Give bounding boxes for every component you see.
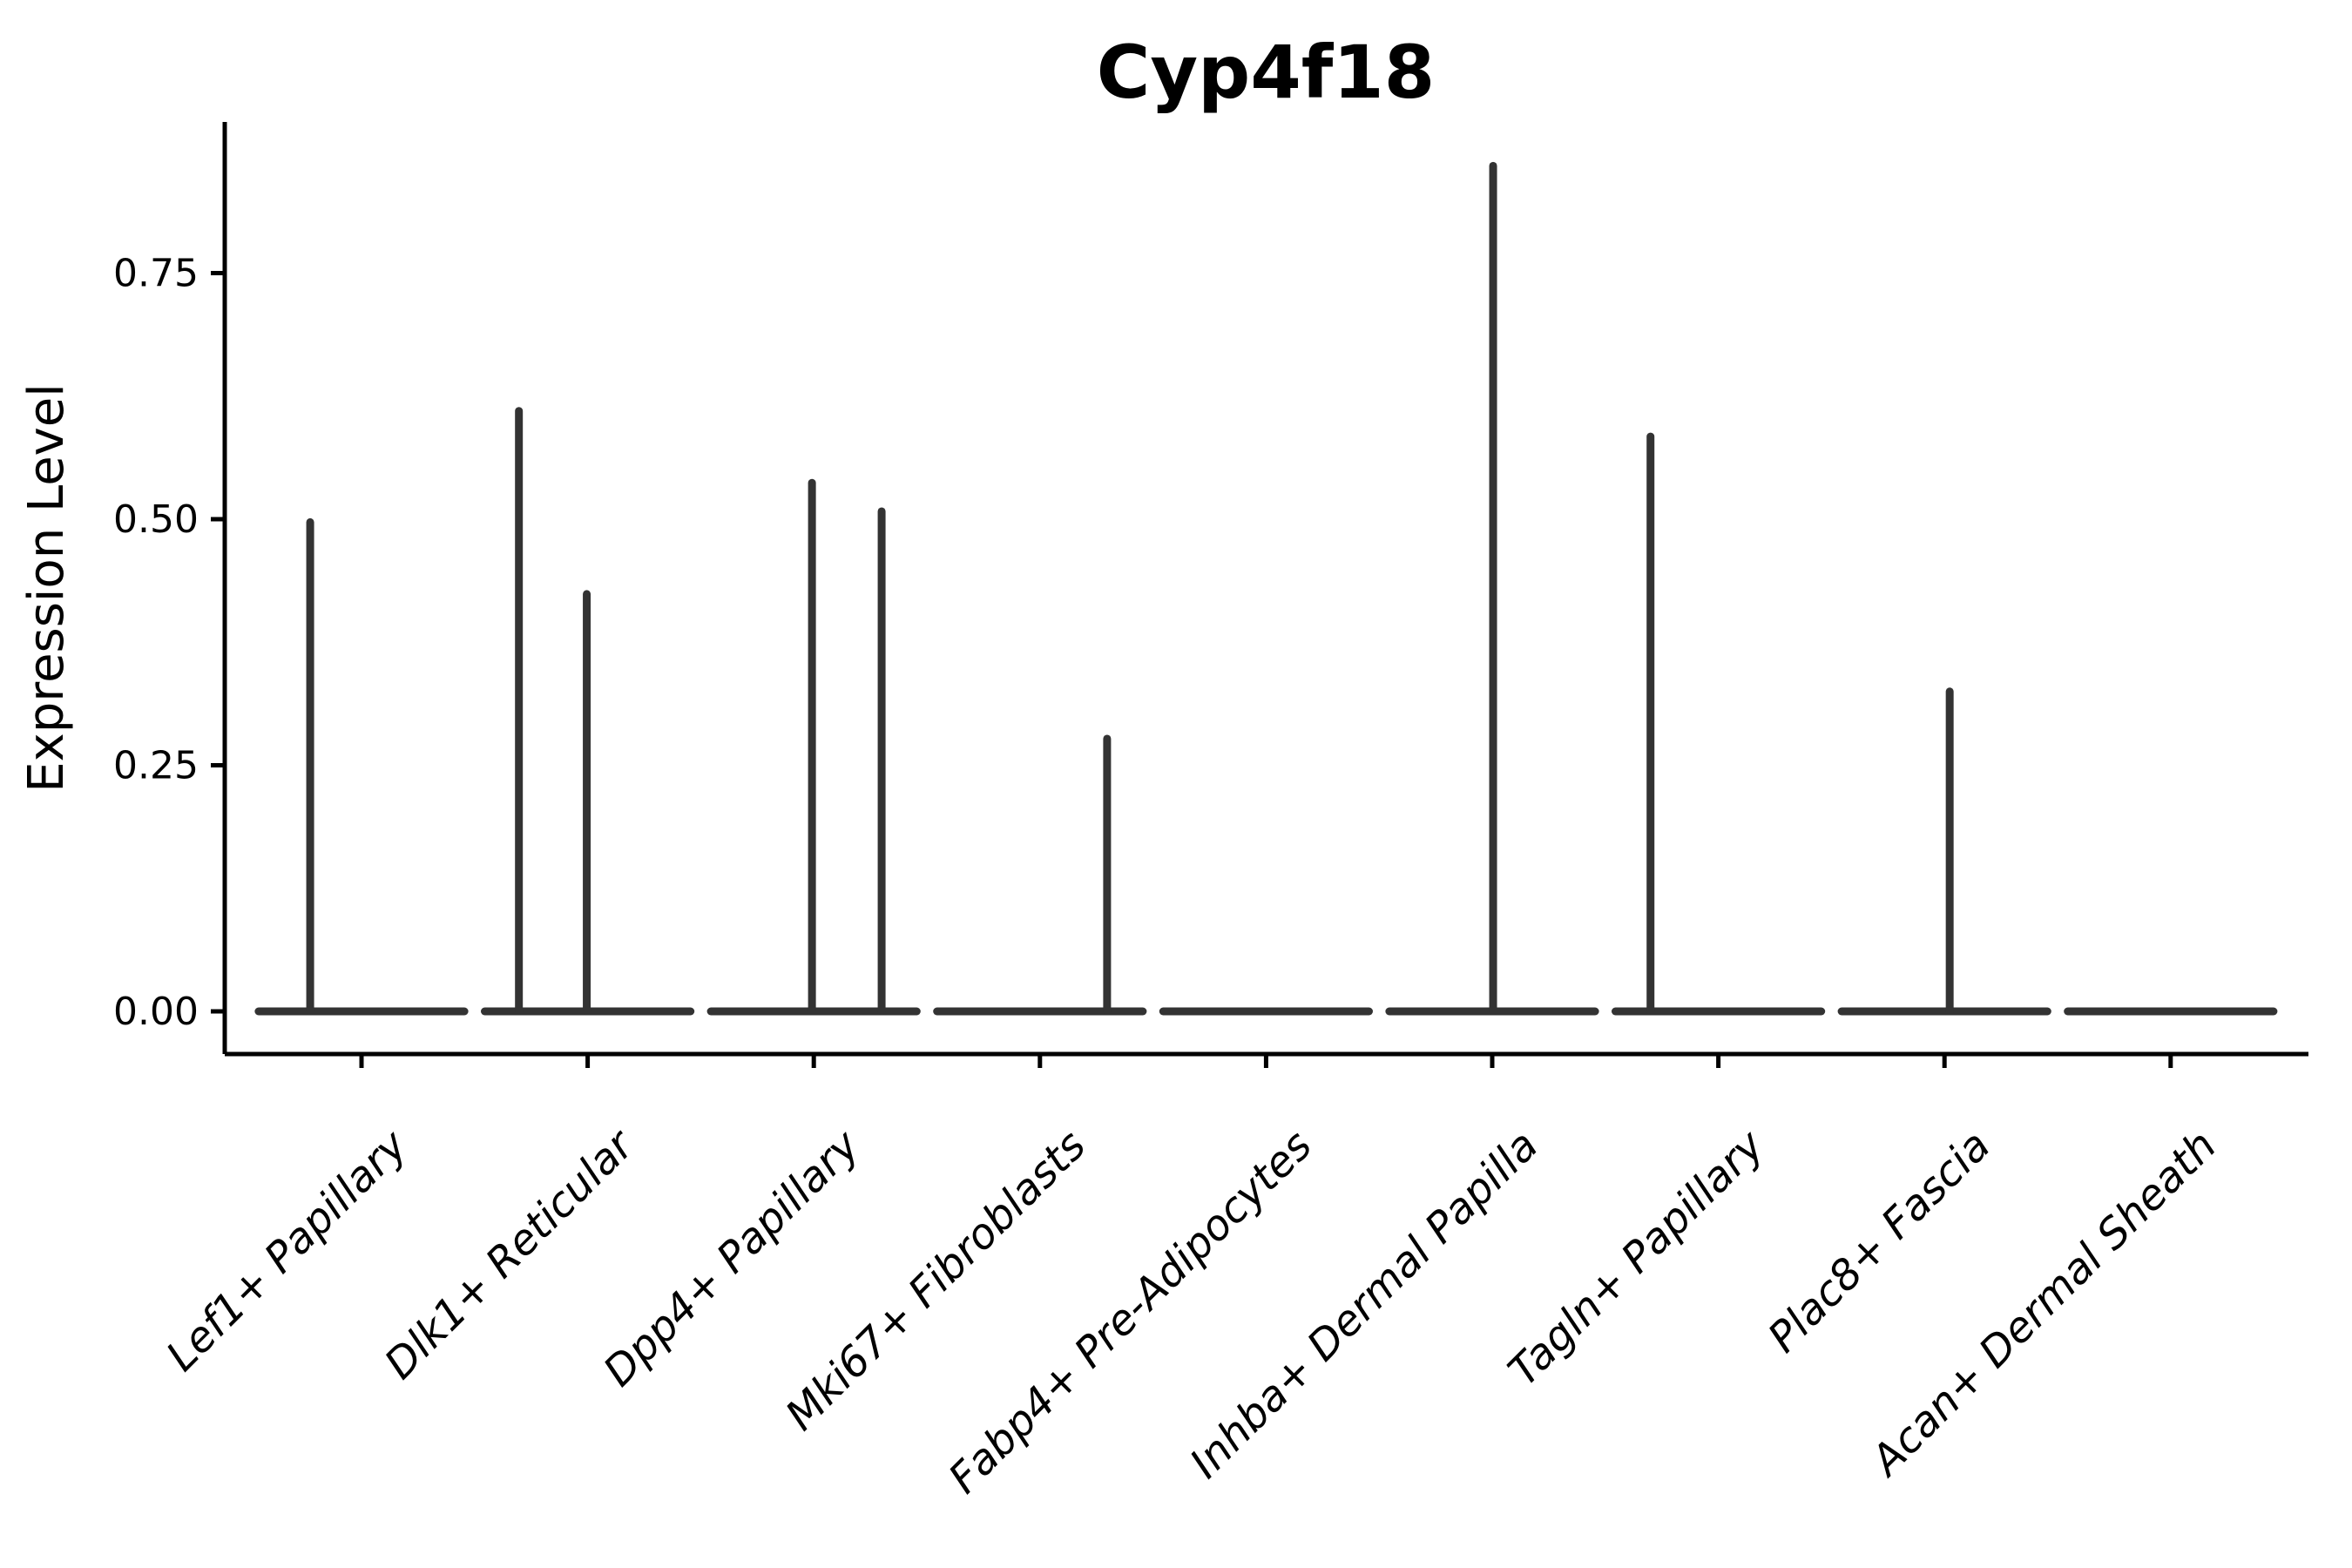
y-ticks-layer: 0.00 0.25 0.50 0.75 <box>113 252 225 1034</box>
y-tick-label: 0.75 <box>113 252 199 296</box>
y-tick-label: 0.50 <box>113 497 199 542</box>
x-category-label: Dlk1+ Reticular <box>375 1119 645 1389</box>
y-tick-label: 0.00 <box>113 990 199 1034</box>
axes-layer <box>222 122 2308 1057</box>
violins-layer <box>254 161 2278 1016</box>
x-category-label: Plac8+ Fascia <box>1759 1121 2000 1362</box>
x-category-label: Lef1+ Papillary <box>157 1120 417 1381</box>
x-category-label: Fabp4+ Pre-Adipocytes <box>939 1121 1321 1504</box>
plot-title: Cyp4f18 <box>1097 30 1435 115</box>
y-tick-label: 0.25 <box>113 744 199 788</box>
y-axis-label: Expression Level <box>18 383 75 793</box>
